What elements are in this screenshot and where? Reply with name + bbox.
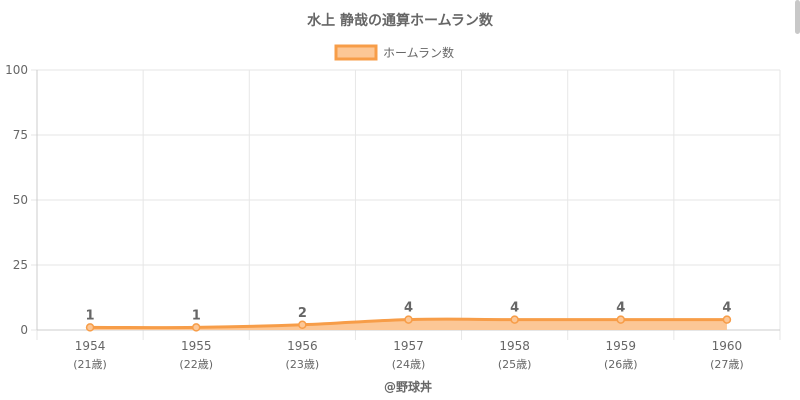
x-tick-sublabel: (23歳) (286, 358, 320, 371)
data-point[interactable] (404, 315, 413, 324)
legend[interactable]: ホームラン数 (334, 44, 454, 61)
x-tick-sublabel: (27歳) (710, 358, 744, 371)
y-tick-label: 75 (13, 128, 28, 142)
data-labels: 1 1 2 4 4 4 4 (86, 301, 732, 324)
x-tick-sublabel: (26歳) (604, 358, 638, 371)
data-point[interactable] (510, 315, 519, 324)
data-label: 4 (616, 301, 625, 316)
data-point[interactable] (85, 323, 95, 332)
data-label: 1 (86, 308, 95, 323)
x-axis-ticks: 1954 (21歳) 1955 (22歳) 1956 (23歳) 1957 (24歳) 1958… (73, 339, 743, 371)
x-tick-sublabel: (21歳) (73, 358, 107, 371)
x-axis-title: @野球丼 (384, 379, 432, 394)
data-label: 4 (404, 301, 413, 316)
data-point[interactable] (722, 315, 732, 324)
data-label: 2 (298, 306, 307, 321)
chart-title: 水上 静哉の通算ホームラン数 (307, 12, 494, 29)
data-point[interactable] (191, 323, 201, 332)
grid (31, 69, 781, 340)
x-tick-label: 1955 (181, 339, 212, 353)
x-tick-label: 1960 (712, 339, 743, 353)
y-tick-label: 25 (13, 258, 28, 272)
y-tick-label: 0 (20, 323, 28, 337)
x-tick-label: 1954 (75, 339, 106, 353)
data-label: 4 (722, 301, 731, 316)
data-point[interactable] (616, 315, 626, 324)
scrollbar-thumb[interactable] (795, 0, 800, 34)
y-tick-label: 50 (13, 193, 28, 207)
x-tick-sublabel: (24歳) (392, 358, 426, 371)
data-points (85, 315, 732, 332)
data-point[interactable] (298, 320, 307, 330)
data-label: 1 (192, 308, 201, 323)
y-axis-ticks: 0 25 50 75 100 (5, 63, 28, 337)
legend-label: ホームラン数 (383, 45, 454, 60)
x-tick-label: 1957 (393, 339, 424, 353)
x-tick-label: 1958 (499, 339, 530, 353)
x-tick-label: 1956 (287, 339, 318, 353)
y-tick-label: 100 (5, 63, 28, 77)
data-label: 4 (510, 301, 519, 316)
x-tick-sublabel: (22歳) (179, 358, 213, 371)
legend-swatch (334, 44, 378, 61)
x-tick-sublabel: (25歳) (498, 358, 532, 371)
x-tick-label: 1959 (606, 339, 637, 353)
